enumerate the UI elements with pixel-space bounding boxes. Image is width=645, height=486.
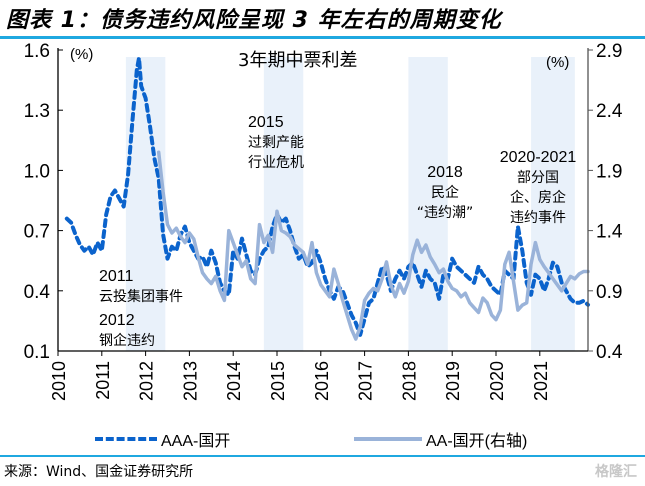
annotation-year: 2012: [99, 312, 135, 329]
watermark: 格隆汇: [595, 464, 637, 480]
annotation-2018: 2018 民企 “违约潮”: [408, 163, 482, 223]
annotation-line: 民企: [431, 185, 459, 201]
legend-label: AAA-国开: [161, 433, 231, 450]
axes: 0.1 0.4 0.7 1.0 1.3 1.6 0.4 0.9 1.4 1.9 2.4 2.9 2010…: [24, 41, 623, 401]
annotation-line: 部分国: [517, 170, 559, 186]
x-tick-label: 2010: [49, 361, 69, 401]
annotation-year: 2020-2021: [499, 149, 577, 166]
x-tick-label: 2014: [224, 361, 244, 401]
annotation-year: 2018: [427, 164, 463, 181]
annotation-2015: 2015 过剩产能 行业危机: [248, 113, 304, 173]
figure-title: 图表 1：债务违约风险呈现 3 年左右的周期变化: [6, 8, 502, 33]
annotation-2011: 2011 云投集团事件: [99, 267, 183, 307]
x-tick-label: 2016: [312, 361, 332, 401]
footer-divider: [0, 455, 645, 457]
legend-label: AA-国开(右轴): [426, 433, 528, 450]
annotation-2020-2021: 2020-2021 部分国 企、房企 违约事件: [492, 148, 584, 228]
spread-chart: 0.1 0.4 0.7 1.0 1.3 1.6 0.4 0.9 1.4 1.9 2.4 2.9 2010…: [24, 41, 623, 401]
left-tick-label: 0.7: [24, 222, 50, 243]
annotation-line: 违约事件: [510, 210, 566, 226]
left-tick-label: 1.0: [24, 161, 50, 182]
annotation-line: 企、房企: [510, 190, 566, 206]
annotation-2012: 2012 钢企违约: [99, 311, 155, 351]
right-tick-label: 2.4: [596, 101, 623, 122]
annotation-line: “违约潮”: [416, 205, 474, 221]
legend-swatch-dashed: [95, 437, 157, 441]
annotation-year: 2011: [99, 268, 134, 285]
x-tick-label: 2013: [180, 361, 200, 401]
right-tick-label: 2.9: [596, 41, 622, 62]
right-tick-label: 1.4: [596, 222, 623, 243]
annotation-year: 2015: [248, 114, 284, 131]
left-tick-label: 0.1: [24, 342, 50, 363]
shaded-period: [263, 57, 304, 351]
right-axis-unit: (%): [546, 54, 570, 71]
x-tick-label: 2020: [487, 361, 507, 401]
right-tick-label: 1.9: [596, 161, 622, 182]
left-axis-unit: (%): [70, 46, 94, 63]
annotation-line: 行业危机: [248, 155, 304, 171]
legend-swatch-solid: [354, 437, 422, 441]
legend-item-aaa: AAA-国开: [95, 427, 230, 451]
right-tick-label: 0.9: [596, 282, 622, 303]
annotation-line: 过剩产能: [248, 135, 304, 151]
series-lines: [64, 56, 590, 341]
legend-item-aa: AA-国开(右轴): [354, 427, 527, 451]
x-tick-label: 2012: [137, 361, 157, 401]
shaded-period: [408, 57, 448, 351]
series-aa-line: [156, 150, 590, 341]
left-tick-label: 0.4: [24, 282, 51, 303]
x-tick-label: 2021: [531, 361, 551, 401]
left-tick-label: 1.3: [24, 101, 50, 122]
x-tick-label: 2015: [268, 361, 288, 401]
x-tick-label: 2011: [93, 361, 113, 400]
right-tick-label: 0.4: [596, 342, 623, 363]
left-tick-label: 1.6: [24, 41, 50, 62]
title-divider: [0, 36, 645, 39]
shaded-period: [531, 57, 575, 351]
annotation-text: 钢企违约: [99, 333, 155, 349]
chart-title: 3年期中票利差: [238, 50, 358, 71]
source-note: 来源：Wind、国金证券研究所: [4, 464, 194, 480]
x-tick-label: 2019: [443, 361, 463, 401]
annotation-text: 云投集团事件: [99, 289, 183, 305]
x-tick-label: 2018: [399, 361, 419, 401]
x-tick-label: 2017: [356, 361, 376, 401]
